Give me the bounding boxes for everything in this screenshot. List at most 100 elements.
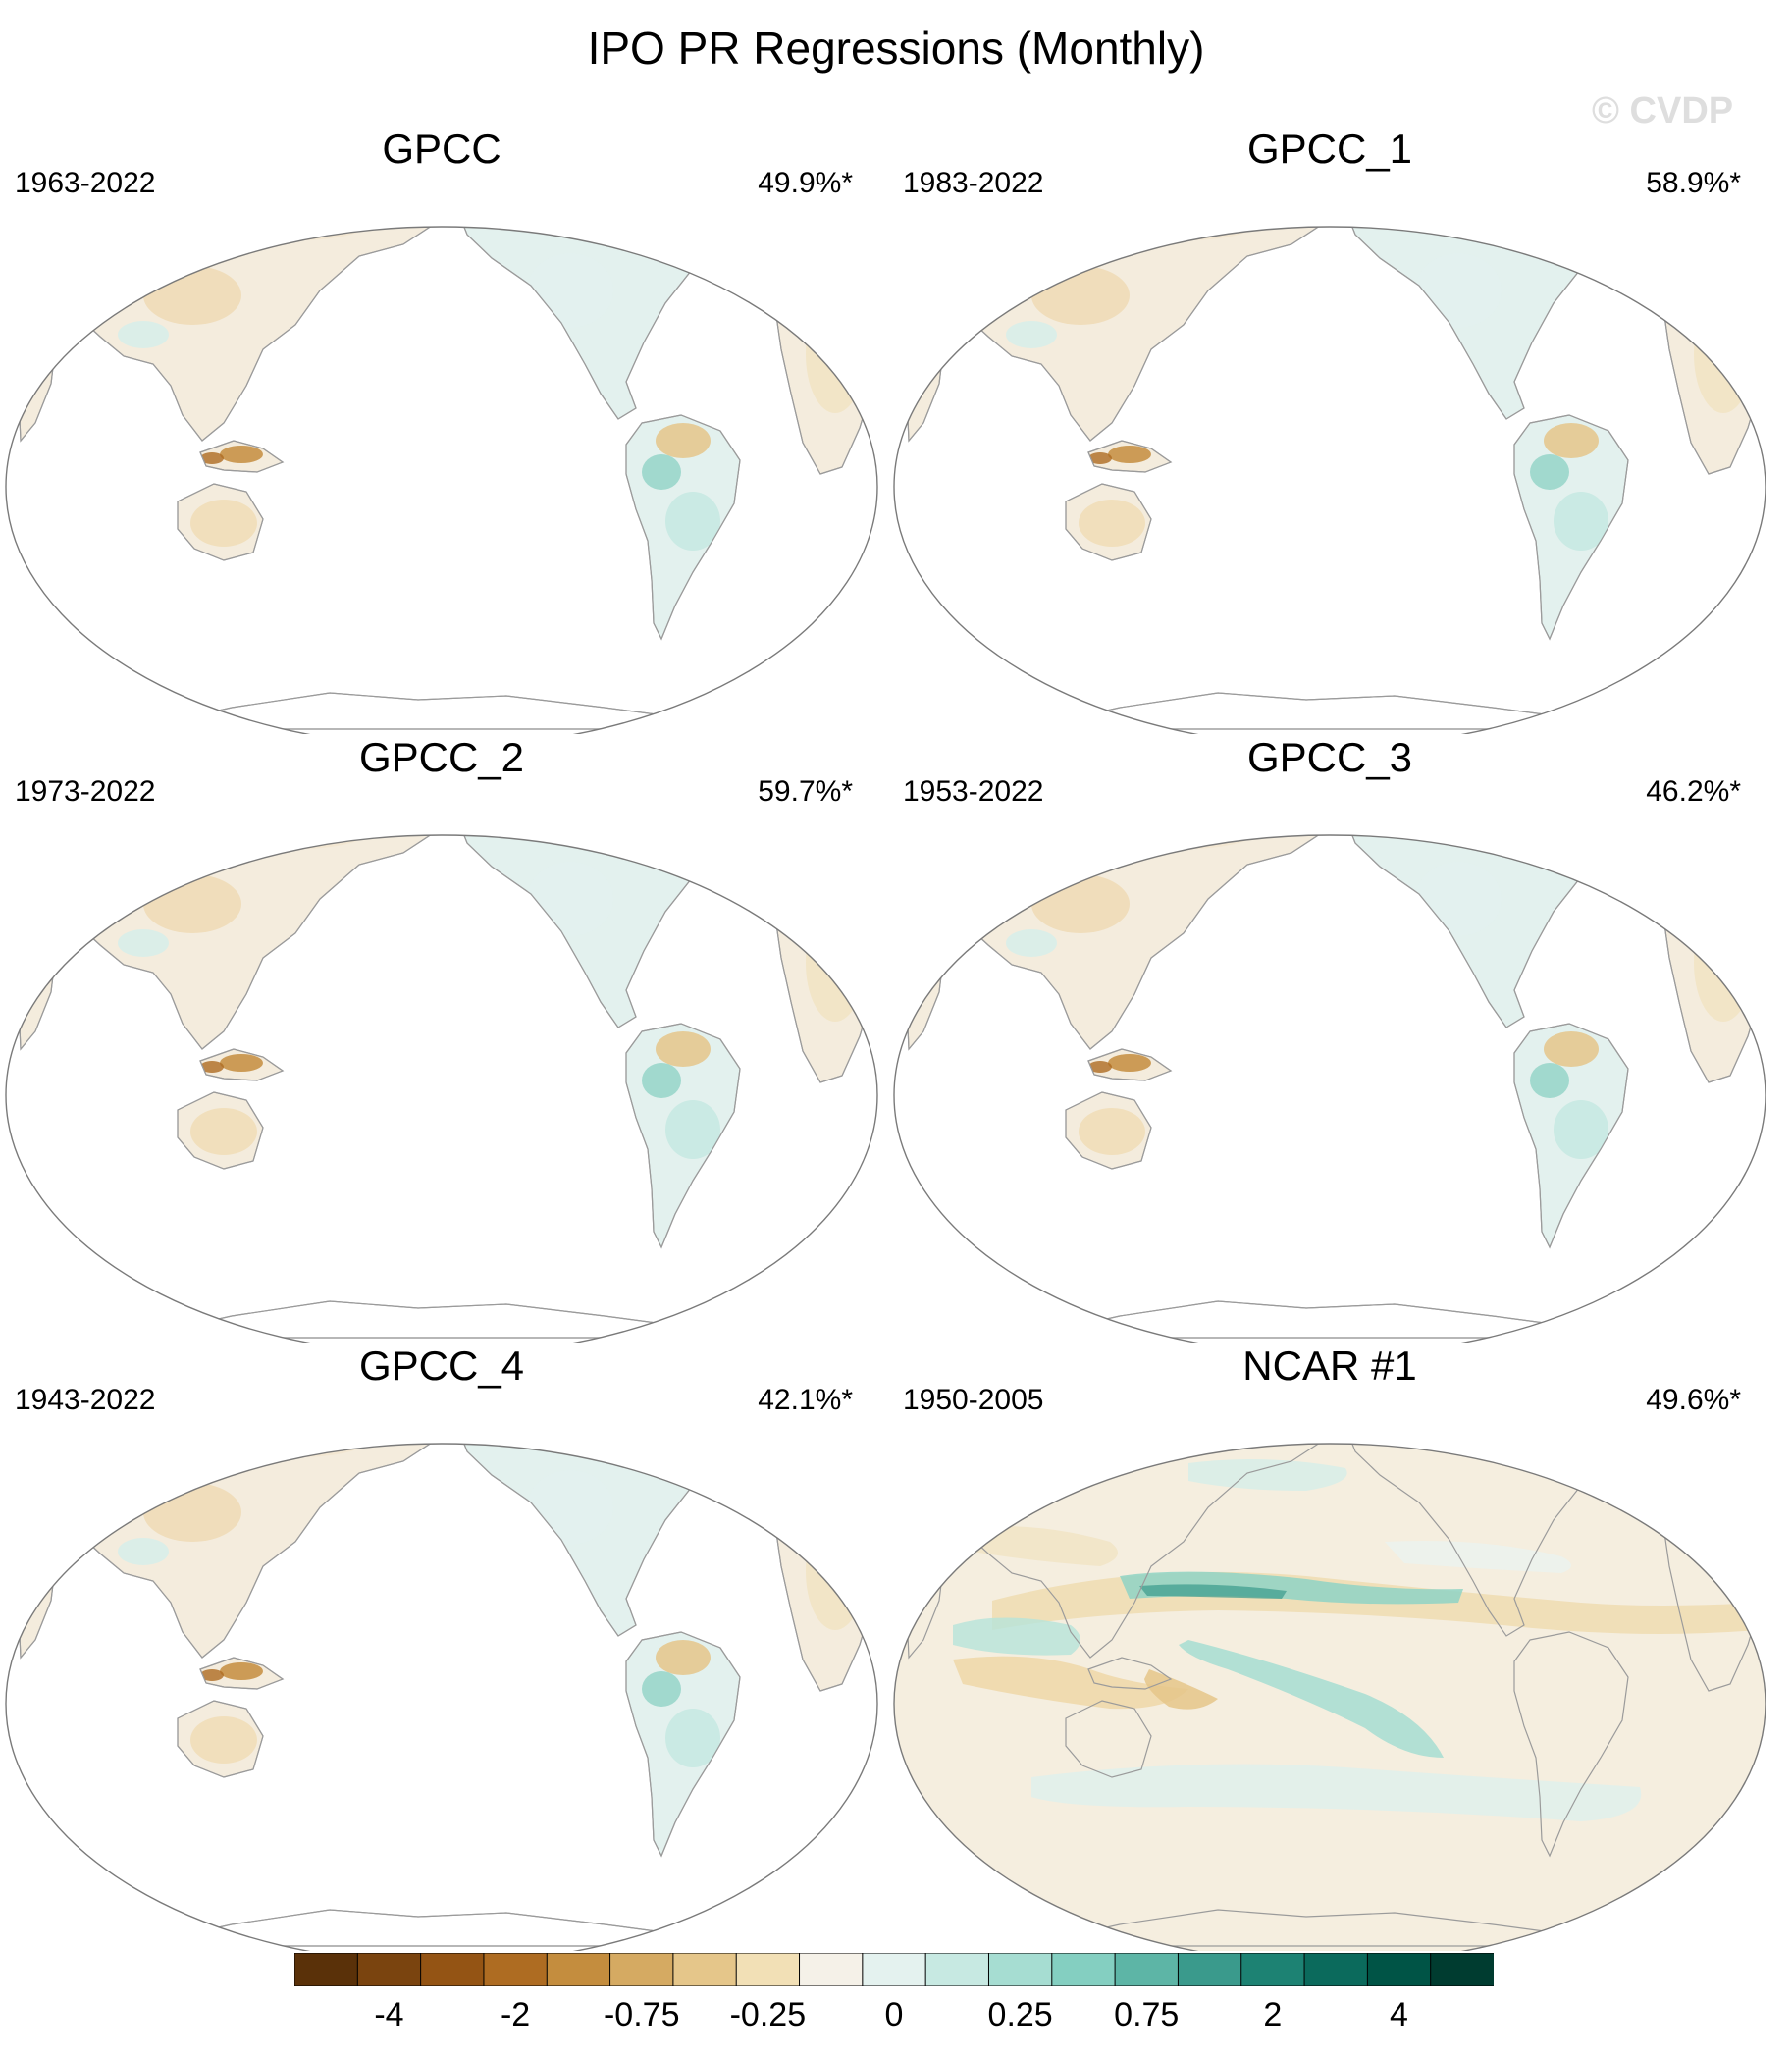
- regression-patch: [656, 1031, 711, 1067]
- coastline-australia: [177, 483, 264, 561]
- coastline-australia: [177, 1700, 264, 1778]
- coastline-greenland: [669, 774, 754, 825]
- regression-patch: [190, 500, 257, 547]
- coastline-indonesia: [1087, 440, 1173, 473]
- regression-patch: [222, 227, 379, 240]
- continent-greenland: [1557, 774, 1642, 825]
- regression-patch: [220, 446, 263, 463]
- regression-patch: [656, 1640, 711, 1675]
- map-panel: GPCC_2 1973-2022 59.7%*: [0, 734, 883, 1343]
- regression-patch: [527, 253, 613, 328]
- panel-variance: 58.9%*: [1646, 167, 1741, 199]
- panel-variance: 49.6%*: [1646, 1384, 1741, 1416]
- coastline-antarctica: [1040, 1909, 1621, 1947]
- coastline-samerica: [1513, 414, 1629, 641]
- regression-band: [1179, 1640, 1444, 1758]
- colorbar-labels: -4 -2 -0.75 -0.25 0 0.25 0.75 2 4: [0, 1996, 1792, 2035]
- coastline-namerica: [451, 227, 696, 420]
- map-panel: GPCC 1963-2022 49.9%*: [0, 126, 883, 734]
- regression-patch: [1694, 904, 1753, 1022]
- regression-band: [1144, 1669, 1218, 1710]
- continent-eurasia: [44, 227, 439, 442]
- regression-patch: [200, 452, 224, 464]
- panel-title: NCAR #1: [1242, 1343, 1417, 1389]
- coastline-antarctica: [152, 1300, 733, 1339]
- colorbar-swatch: [987, 1953, 1053, 1986]
- regression-patch: [1110, 835, 1267, 849]
- colorbar-swatch: [609, 1953, 674, 1986]
- colorbar-swatch: [735, 1953, 801, 1986]
- regression-band: [953, 1617, 1080, 1656]
- regression-patch: [1088, 452, 1112, 464]
- colorbar-swatch: [924, 1953, 990, 1986]
- continent-africa: [772, 839, 877, 1083]
- coastline-australia: [1065, 483, 1152, 561]
- map-panel: GPCC_4 1943-2022 42.1%*: [0, 1343, 883, 1951]
- map-panel: GPCC_1 1983-2022 58.9%*: [888, 126, 1771, 734]
- coastline-indonesia: [199, 1657, 285, 1690]
- regression-band: [953, 1656, 1188, 1710]
- colorbar-swatch: [546, 1953, 611, 1986]
- regression-patch: [220, 1662, 263, 1680]
- colorbar-label: -0.25: [729, 1996, 807, 2033]
- regression-patch: [665, 1100, 720, 1159]
- regression-patch: [642, 1671, 681, 1707]
- regression-patch: [1079, 1108, 1145, 1155]
- regression-patch: [806, 904, 865, 1022]
- colorbar-label: 0: [884, 1996, 904, 2033]
- coastline-indonesia: [1087, 1048, 1173, 1081]
- colorbar-label: -4: [374, 1996, 404, 2033]
- colorbar-swatch: [420, 1953, 485, 1986]
- regression-patch: [665, 492, 720, 551]
- colorbar-label: -2: [500, 1996, 531, 2033]
- coastline-namerica: [1340, 227, 1584, 420]
- regression-patch: [45, 1444, 183, 1485]
- colorbar-swatch: [1051, 1953, 1117, 1986]
- panel-variance: 46.2%*: [1646, 775, 1741, 808]
- regression-patch: [806, 295, 865, 413]
- colorbar-swatch: [1240, 1953, 1306, 1986]
- continent-greenland: [669, 774, 754, 825]
- regression-patch: [1079, 500, 1145, 547]
- map-panel: GPCC_3 1953-2022 46.2%*: [888, 734, 1771, 1343]
- panel-years: 1953-2022: [903, 775, 1044, 808]
- regression-patch: [1031, 874, 1130, 933]
- regression-patch: [1544, 423, 1599, 458]
- regression-patch: [656, 423, 711, 458]
- coastline-samerica: [1513, 1631, 1629, 1858]
- map-panel: NCAR #1 1950-2005 49.6%*: [888, 1343, 1771, 1951]
- regression-band: [1139, 1584, 1287, 1599]
- regression-patch: [1108, 1054, 1151, 1072]
- colorbar-label: 2: [1263, 1996, 1283, 2033]
- panel-title: GPCC_2: [358, 734, 525, 780]
- regression-band: [1385, 1541, 1571, 1573]
- coastline-australia: [1065, 1700, 1152, 1778]
- panel-variance: 42.1%*: [758, 1384, 853, 1416]
- coastline-australia: [1065, 1091, 1152, 1170]
- coastline-australia: [177, 1091, 264, 1170]
- regression-patch: [143, 266, 241, 325]
- continent-africa: [772, 231, 877, 475]
- panel-years: 1973-2022: [15, 775, 156, 808]
- regression-patch: [665, 1709, 720, 1767]
- colorbar-swatch: [1114, 1953, 1180, 1986]
- main-title: IPO PR Regressions (Monthly): [587, 23, 1205, 74]
- continent-greenland: [669, 166, 754, 217]
- regression-patch: [806, 1512, 865, 1630]
- regression-band: [973, 1526, 1118, 1566]
- colorbar-swatch: [294, 1953, 359, 1986]
- map-projection: [5, 1443, 878, 1951]
- colorbar-swatch: [1177, 1953, 1242, 1986]
- regression-patch: [1544, 1031, 1599, 1067]
- panel-title: GPCC_1: [1246, 126, 1413, 172]
- regression-patch: [1415, 862, 1502, 936]
- coastline-greenland: [669, 166, 754, 217]
- colorbar-label: 4: [1390, 1996, 1408, 2033]
- continent-eurasia: [44, 1444, 439, 1659]
- colorbar-swatch: [356, 1953, 422, 1986]
- coastline-indonesia: [1087, 1657, 1173, 1690]
- coastline-namerica: [1340, 835, 1584, 1028]
- regression-patch: [118, 1538, 169, 1565]
- map-projection: [5, 166, 878, 734]
- regression-patch: [1108, 446, 1151, 463]
